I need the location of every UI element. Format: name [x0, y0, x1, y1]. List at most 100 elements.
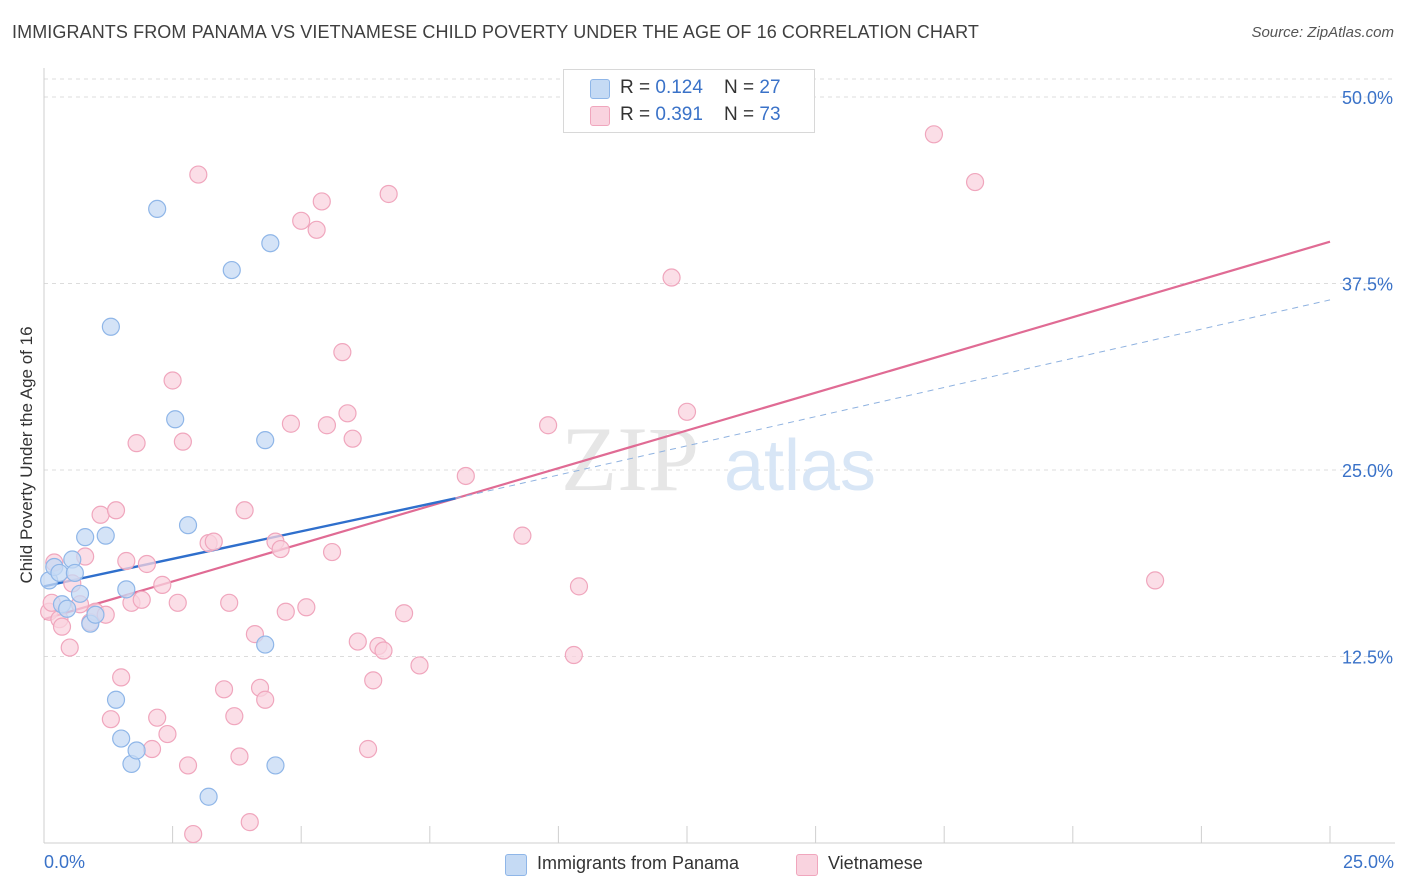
- point-vietnamese: [358, 739, 378, 759]
- point-vietnamese: [163, 371, 182, 390]
- point-vietnamese: [924, 125, 944, 144]
- point-vietnamese: [214, 680, 234, 699]
- point-vietnamese: [292, 211, 311, 230]
- r-label: R =: [620, 104, 656, 125]
- point-vietnamese: [410, 656, 429, 675]
- point-vietnamese: [173, 432, 192, 451]
- point-vietnamese: [91, 505, 110, 524]
- n-label: N =: [724, 104, 760, 125]
- point-panama: [86, 605, 105, 624]
- point-vietnamese: [379, 184, 398, 204]
- trend-lines: [43, 240, 1331, 621]
- stats-legend: R = 0.124 N = 27 R = 0.391 N = 73: [563, 69, 815, 133]
- point-vietnamese: [132, 590, 151, 609]
- point-panama: [76, 528, 95, 547]
- point-panama: [222, 260, 241, 280]
- x-tick-label-min: 0.0%: [44, 852, 86, 872]
- point-panama: [58, 599, 77, 618]
- point-vietnamese: [662, 268, 681, 287]
- point-vietnamese: [256, 690, 275, 709]
- n-value: 73: [759, 104, 781, 125]
- watermark-atlas: atlas: [724, 426, 876, 506]
- point-vietnamese: [137, 554, 156, 574]
- point-panama: [70, 584, 90, 603]
- panama-swatch: [590, 79, 610, 99]
- point-vietnamese: [338, 404, 357, 423]
- point-panama: [112, 729, 131, 748]
- legend-label-vietnamese: Vietnamese: [828, 853, 923, 873]
- vietnamese-legend-swatch: [796, 854, 818, 876]
- point-vietnamese: [106, 501, 126, 520]
- point-vietnamese: [225, 707, 244, 726]
- point-vietnamese: [142, 739, 162, 759]
- point-panama: [199, 787, 218, 806]
- point-vietnamese: [230, 747, 249, 766]
- point-vietnamese: [394, 604, 414, 623]
- point-vietnamese: [117, 551, 136, 571]
- point-vietnamese: [569, 577, 589, 596]
- point-panama: [166, 410, 185, 429]
- point-panama: [266, 756, 285, 775]
- point-vietnamese: [168, 593, 187, 612]
- point-vietnamese: [101, 710, 120, 729]
- trend-line-panama-extension: [455, 299, 1331, 499]
- point-vietnamese: [333, 343, 352, 362]
- point-vietnamese: [364, 671, 383, 690]
- point-panama: [117, 580, 136, 599]
- point-vietnamese: [343, 429, 362, 448]
- point-vietnamese: [317, 416, 337, 435]
- r-label: R =: [620, 77, 656, 98]
- point-panama: [127, 741, 146, 760]
- point-vietnamese: [148, 708, 167, 727]
- point-vietnamese: [112, 668, 131, 687]
- x-tick-label-max: 25.0%: [1342, 852, 1394, 872]
- watermark: ZIP atlas: [561, 408, 876, 510]
- point-vietnamese: [240, 813, 259, 832]
- series-legend: Immigrants from Panama Vietnamese: [0, 852, 1406, 878]
- point-vietnamese: [374, 641, 393, 660]
- point-vietnamese: [564, 645, 583, 665]
- point-vietnamese: [539, 416, 558, 435]
- point-vietnamese: [235, 501, 254, 520]
- y-tick-label: 50.0%: [1342, 88, 1393, 108]
- point-panama: [101, 317, 120, 336]
- point-vietnamese: [312, 192, 331, 211]
- point-vietnamese: [178, 756, 198, 775]
- point-panama: [50, 563, 69, 583]
- vietnamese-swatch: [590, 106, 610, 126]
- point-vietnamese: [184, 824, 203, 844]
- point-vietnamese: [189, 165, 208, 184]
- point-panama: [178, 516, 198, 535]
- point-vietnamese: [276, 602, 295, 621]
- chart-title: IMMIGRANTS FROM PANAMA VS VIETNAMESE CHI…: [12, 22, 979, 42]
- data-points: [40, 125, 1165, 844]
- panama-legend-swatch: [505, 854, 527, 876]
- point-panama: [256, 635, 275, 654]
- n-value: 27: [759, 77, 781, 98]
- point-vietnamese: [281, 414, 301, 433]
- point-vietnamese: [220, 593, 239, 612]
- y-axis-label: Child Poverty Under the Age of 16: [17, 326, 36, 584]
- point-panama: [65, 563, 84, 583]
- legend-label-panama: Immigrants from Panama: [537, 853, 740, 873]
- r-value: 0.391: [655, 104, 703, 125]
- point-vietnamese: [456, 466, 475, 486]
- point-vietnamese: [153, 575, 172, 594]
- point-vietnamese: [52, 617, 72, 636]
- point-panama: [261, 234, 280, 253]
- point-panama: [96, 526, 115, 545]
- point-panama: [106, 690, 126, 709]
- y-tick-labels: 12.5% 25.0% 37.5% 50.0%: [1342, 88, 1393, 668]
- point-vietnamese: [677, 402, 697, 421]
- point-vietnamese: [965, 172, 985, 192]
- point-vietnamese: [60, 638, 79, 657]
- point-vietnamese: [1146, 571, 1165, 590]
- point-panama: [256, 431, 275, 450]
- n-label: N =: [724, 77, 760, 98]
- point-vietnamese: [204, 532, 223, 551]
- point-vietnamese: [348, 632, 367, 651]
- point-panama: [148, 199, 167, 218]
- r-value: 0.124: [655, 77, 703, 98]
- trend-line-vietnamese: [43, 240, 1331, 621]
